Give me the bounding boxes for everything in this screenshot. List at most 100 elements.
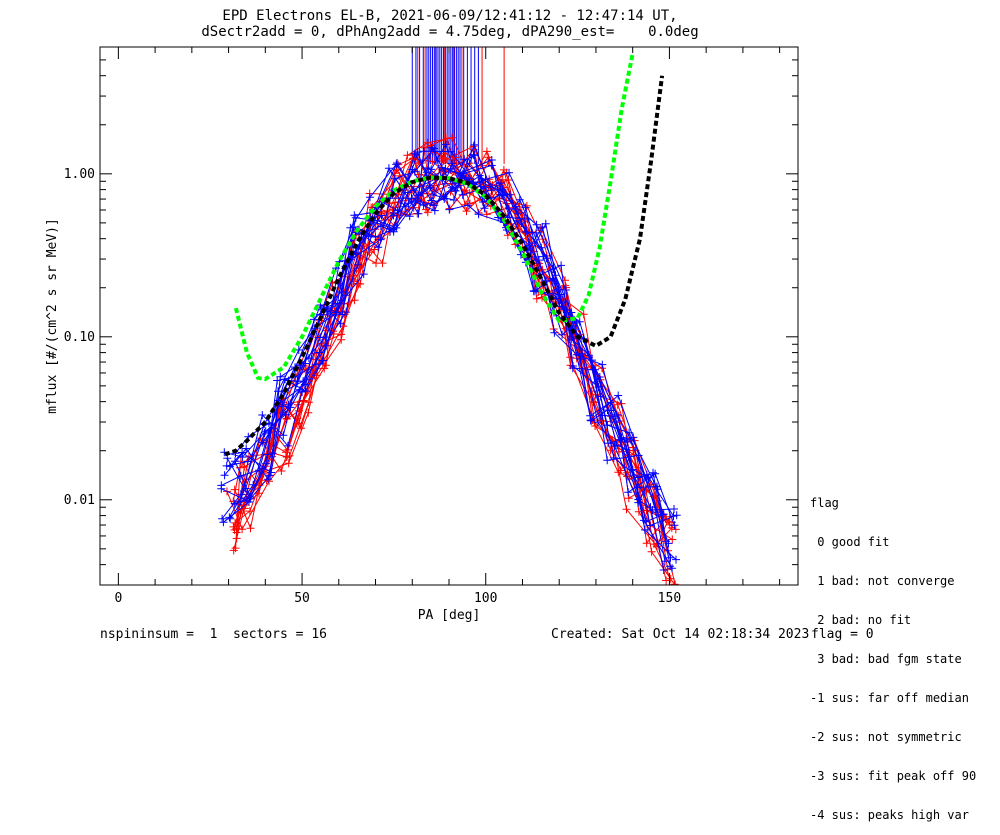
data-point-blue <box>669 512 678 521</box>
data-point-blue <box>569 362 577 370</box>
data-point-blue <box>217 481 226 490</box>
data-point-blue <box>541 219 550 228</box>
data-point-red <box>671 525 680 534</box>
data-point-blue <box>301 387 310 396</box>
data-point-blue <box>401 202 410 211</box>
data-point-blue <box>659 566 668 574</box>
data-point-red <box>356 280 365 288</box>
data-point-blue <box>594 383 603 392</box>
data-point-blue <box>633 483 642 492</box>
data-point-red <box>441 149 450 158</box>
data-point-blue <box>258 411 267 419</box>
legend-item: 2 bad: no fit <box>810 613 912 627</box>
data-point-blue <box>264 428 273 437</box>
data-point-blue <box>245 498 253 506</box>
data-point-blue <box>276 372 285 381</box>
data-point-blue <box>532 228 541 237</box>
data-point-blue <box>447 183 456 192</box>
data-point-red <box>365 248 374 257</box>
data-point-blue <box>393 159 401 167</box>
data-point-blue <box>407 194 416 203</box>
data-point-blue <box>666 562 674 571</box>
legend-item: -1 sus: far off median <box>810 691 969 705</box>
data-point-blue <box>530 287 539 296</box>
data-point-blue <box>463 201 472 210</box>
data-point-red <box>293 414 302 423</box>
y-tick-label: 0.01 <box>64 493 95 508</box>
legend-item: 1 bad: not converge <box>810 574 955 588</box>
data-point-blue <box>498 191 507 200</box>
data-point-blue <box>242 444 251 453</box>
data-point-blue <box>557 261 566 270</box>
data-point-blue <box>413 148 422 157</box>
data-point-blue <box>371 233 380 241</box>
data-point-blue <box>384 164 393 173</box>
data-point-red <box>484 158 493 167</box>
data-point-blue <box>243 457 252 466</box>
data-point-blue <box>366 193 374 202</box>
data-point-blue <box>342 308 351 317</box>
chart-title-line1: EPD Electrons EL-B, 2021-06-09/12:41:12 … <box>222 8 678 24</box>
data-point-blue <box>603 456 612 465</box>
data-point-red <box>624 494 633 503</box>
data-point-blue <box>644 473 653 482</box>
data-point-blue <box>586 416 595 425</box>
footer-flag: flag = 0 <box>811 627 874 642</box>
data-point-blue <box>304 354 313 363</box>
legend-item: 3 bad: bad fgm state <box>810 652 962 666</box>
data-point-red <box>448 133 457 142</box>
data-point-blue <box>660 557 669 566</box>
data-point-blue <box>359 270 368 279</box>
series-line-blue <box>229 147 664 523</box>
data-point-red <box>304 398 313 407</box>
data-point-blue <box>480 204 489 213</box>
data-point-blue <box>593 418 602 427</box>
data-point-blue <box>426 183 435 192</box>
data-point-blue <box>458 190 467 199</box>
data-point-blue <box>487 161 496 170</box>
data-point-blue <box>311 360 320 369</box>
data-point-red <box>647 547 656 556</box>
data-point-blue <box>505 168 513 177</box>
data-point-blue <box>427 165 436 174</box>
data-point-blue <box>670 521 679 530</box>
data-point-red <box>622 505 631 514</box>
data-point-red <box>532 294 541 303</box>
data-point-blue <box>458 169 467 178</box>
data-point-blue <box>222 461 231 470</box>
data-point-blue <box>652 508 660 517</box>
data-point-blue <box>263 450 272 459</box>
chart: 0 50 100 150 0.01 0.10 1.00 PA [deg] mflux [#/… <box>45 46 799 623</box>
x-tick-label: 150 <box>658 591 681 606</box>
data-point-blue <box>567 334 576 343</box>
data-point-blue <box>411 198 420 206</box>
data-point-blue <box>350 211 359 220</box>
series-line-blue <box>224 163 677 527</box>
data-point-red <box>642 539 651 548</box>
data-point-blue <box>672 555 680 564</box>
axes-layer: 0 50 100 150 0.01 0.10 1.00 <box>64 46 798 606</box>
data-point-blue <box>293 377 302 386</box>
data-point-blue <box>634 473 643 482</box>
data-point-blue <box>218 514 227 523</box>
data-point-blue <box>628 465 637 474</box>
data-point-blue <box>603 421 612 430</box>
legend-title: flag <box>810 496 839 510</box>
data-point-blue <box>315 348 324 357</box>
data-point-blue <box>475 171 484 180</box>
data-point-blue <box>649 468 657 477</box>
data-point-blue <box>596 392 605 401</box>
data-point-red <box>504 176 513 184</box>
data-point-blue <box>410 167 419 176</box>
legend-item: 0 good fit <box>810 535 890 549</box>
data-point-blue <box>266 471 275 480</box>
data-point-red <box>372 259 380 268</box>
legend-item: -2 sus: not symmetric <box>810 730 962 744</box>
y-axis-label: mflux [#/(cm^2 s sr MeV)] <box>45 218 60 414</box>
data-point-blue <box>658 510 667 519</box>
data-point-blue <box>672 511 681 520</box>
y-tick-label: 0.10 <box>64 330 95 345</box>
data-point-red <box>662 576 671 585</box>
data-point-red <box>230 485 239 494</box>
data-point-blue <box>530 253 539 261</box>
